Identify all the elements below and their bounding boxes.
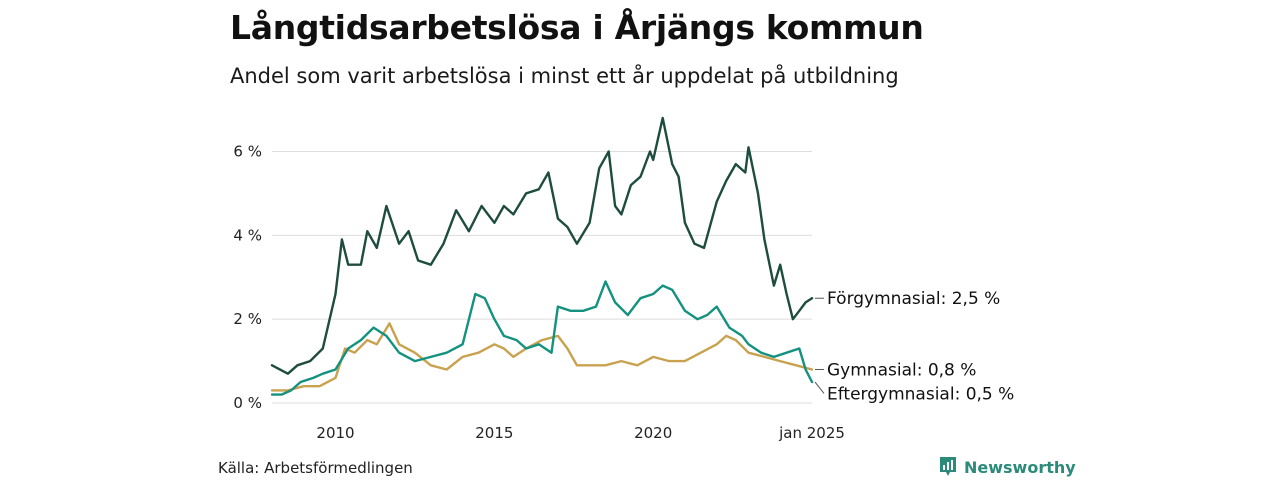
x-tick-label: 2010 xyxy=(316,424,354,442)
y-tick-label: 6 % xyxy=(233,143,262,161)
y-tick-label: 4 % xyxy=(233,226,262,244)
end-label-eftergymnasial: Eftergymnasial: 0,5 % xyxy=(827,384,1014,404)
series-line-gymnasial xyxy=(270,322,814,392)
end-labels: Förgymnasial: 2,5 % Gymnasial: 0,8 % Efter… xyxy=(814,289,1014,404)
series-line-eftergymnasial xyxy=(270,280,814,396)
series-lines xyxy=(270,116,814,396)
x-tick-label: jan 2025 xyxy=(778,424,845,442)
y-tick-label: 2 % xyxy=(233,310,262,328)
brand-logo[interactable]: Newsworthy xyxy=(938,456,1076,478)
end-label-gymnasial: Gymnasial: 0,8 % xyxy=(827,360,976,380)
chart-subtitle: Andel som varit arbetslösa i minst ett å… xyxy=(230,64,899,88)
brand-name: Newsworthy xyxy=(964,457,1076,477)
leader-line xyxy=(814,381,825,394)
x-tick-label: 2015 xyxy=(475,424,513,442)
newsworthy-logo-icon xyxy=(940,457,956,476)
axis-ticks: 0 % 2 % 4 % 6 % 2010 2015 2020 jan 2025 xyxy=(233,143,844,442)
x-tick-label: 2020 xyxy=(634,424,672,442)
source-note: Källa: Arbetsförmedlingen xyxy=(218,459,413,477)
chart-title: Långtidsarbetslösa i Årjängs kommun xyxy=(230,8,924,47)
end-label-forgymnasial: Förgymnasial: 2,5 % xyxy=(827,289,1000,309)
grid xyxy=(272,151,812,404)
series-line-forgymnasial xyxy=(270,116,814,375)
y-tick-label: 0 % xyxy=(233,394,262,412)
